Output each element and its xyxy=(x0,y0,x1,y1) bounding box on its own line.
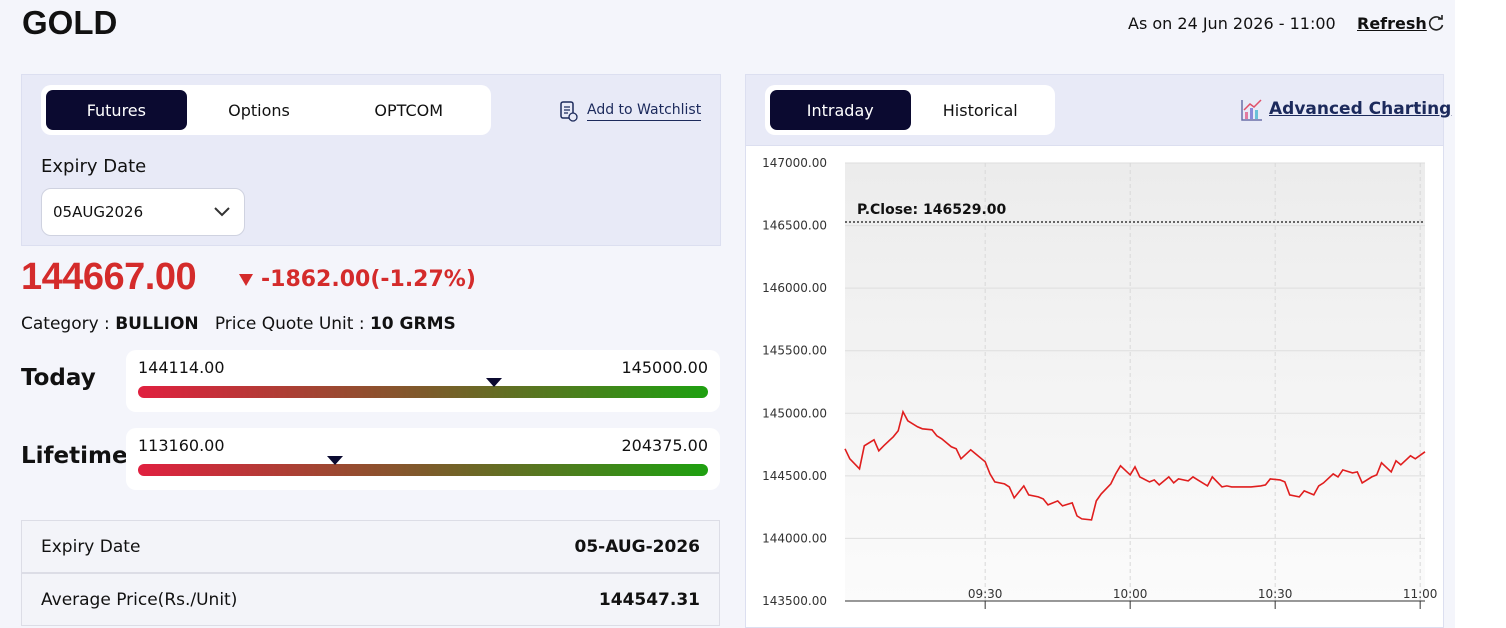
price-change: -1862.00(-1.27%) xyxy=(261,267,476,292)
range-high: 145000.00 xyxy=(621,358,708,377)
value: 144547.31 xyxy=(598,589,700,610)
label: Category : xyxy=(21,314,110,334)
chart-icon[interactable] xyxy=(1240,98,1264,122)
chevron xyxy=(214,207,230,217)
tab[interactable]: Options xyxy=(228,100,290,120)
marker-shape xyxy=(326,456,343,465)
y-tick-label: 143500.00 xyxy=(762,594,827,608)
range-bar xyxy=(138,386,708,398)
side-strip xyxy=(1455,0,1506,628)
page-title: GOLD xyxy=(22,4,118,41)
x-tick-label: 11:00 xyxy=(1403,587,1438,601)
down-arrow xyxy=(239,274,253,286)
y-tick-label: 144000.00 xyxy=(762,531,827,545)
range-low: 144114.00 xyxy=(138,358,225,377)
marker-shape xyxy=(485,378,502,387)
watchlist-icon[interactable] xyxy=(559,101,579,123)
detail-row: Average Price(Rs./Unit) 144547.31 xyxy=(21,573,720,626)
label: Average Price(Rs./Unit) xyxy=(41,589,238,610)
x-tick-label: 10:30 xyxy=(1258,587,1293,601)
x-tick-label: 10:00 xyxy=(1113,587,1148,601)
expiry-value: 05AUG2026 xyxy=(53,203,144,221)
price: 144667.00 xyxy=(21,256,197,298)
timestamp: As on 24 Jun 2026 - 11:00 xyxy=(1128,14,1336,33)
y-tick-label: 144500.00 xyxy=(762,469,827,483)
price-line xyxy=(844,409,1426,521)
expiry-select[interactable]: 05AUG2026 xyxy=(41,188,245,236)
y-tick-label: 147000.00 xyxy=(762,156,827,170)
tab[interactable]: OPTCOM xyxy=(374,100,444,120)
intraday-chart: 143500.00 144000.00 144500.00 145000.00 1455… xyxy=(762,156,1438,609)
value: 05-AUG-2026 xyxy=(574,536,700,557)
detail-row: Expiry Date 05-AUG-2026 xyxy=(21,520,720,573)
reference-label: P.Close: 146529.00 xyxy=(857,202,1007,218)
y-tick-label: 146500.00 xyxy=(762,219,827,233)
tab[interactable]: Historical xyxy=(942,100,1018,120)
tab[interactable]: Intraday xyxy=(770,90,911,130)
range-card: 144114.00 145000.00 xyxy=(126,350,720,412)
range-marker xyxy=(326,456,343,465)
watchlist-link[interactable]: Add to Watchlist xyxy=(587,102,702,121)
y-tick-label: 146000.00 xyxy=(762,281,827,295)
advanced-charting-link[interactable]: Advanced Charting xyxy=(1269,99,1452,119)
range-low: 113160.00 xyxy=(138,436,225,455)
label: Expiry Date xyxy=(41,536,141,557)
y-tick-label: 145500.00 xyxy=(762,344,827,358)
value: 10 GRMS xyxy=(369,314,456,334)
refresh-link[interactable]: Refresh xyxy=(1357,14,1427,33)
range-label: Today xyxy=(21,365,96,391)
category-line: Category : BULLION Price Quote Unit : 10… xyxy=(21,314,456,334)
tab[interactable]: Futures xyxy=(46,90,187,130)
label: Price Quote Unit : xyxy=(214,314,365,334)
value: BULLION xyxy=(115,314,199,334)
range-marker xyxy=(485,378,502,387)
chart-tabs: Intraday Historical xyxy=(765,85,1055,135)
refresh-icon[interactable] xyxy=(1427,14,1445,32)
range-bar xyxy=(138,464,708,476)
plot-background xyxy=(845,163,1425,601)
contract-tabs: Futures Options OPTCOM xyxy=(41,85,491,135)
range-card: 113160.00 204375.00 xyxy=(126,428,720,490)
range-high: 204375.00 xyxy=(621,436,708,455)
range-label: Lifetime xyxy=(21,443,128,469)
y-tick-label: 145000.00 xyxy=(762,406,827,420)
x-tick-label: 09:30 xyxy=(968,587,1003,601)
expiry-label: Expiry Date xyxy=(41,156,147,177)
